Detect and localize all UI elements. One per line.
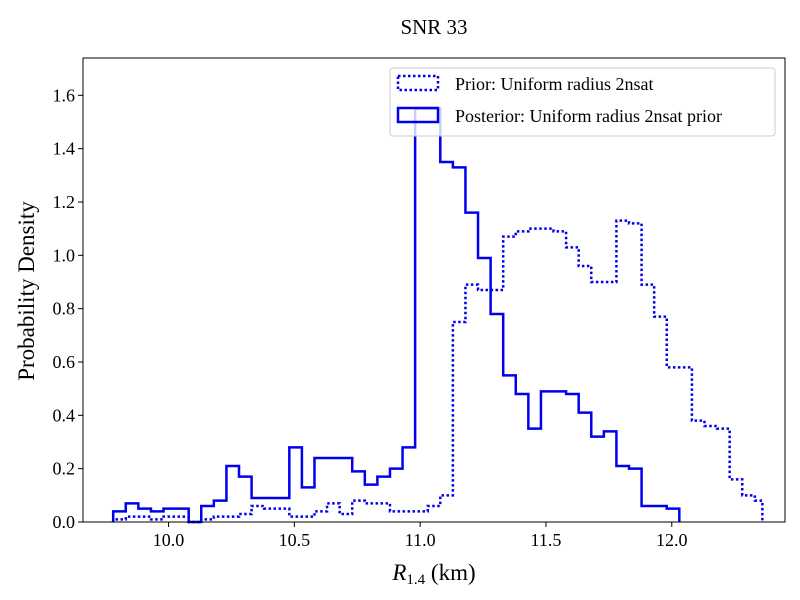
y-tick-label: 0.8: [53, 299, 76, 319]
prior-step-line: [111, 219, 764, 524]
y-axis-label: Probability Density: [14, 201, 39, 381]
y-tick-label: 1.6: [53, 85, 76, 105]
x-axis: 10.0 10.5 11.0 11.5 12.0: [153, 522, 688, 550]
x-axis-label-subscript: 1.4: [406, 572, 425, 588]
plot-frame: [82, 57, 786, 523]
legend-label-prior: Prior: Uniform radius 2nsat: [455, 74, 653, 94]
posterior-step-line: [111, 107, 681, 524]
x-tick-label: 10.5: [279, 530, 311, 550]
legend-swatch-posterior: [396, 106, 440, 124]
x-tick-label: 10.0: [153, 530, 185, 550]
legend-box: [389, 67, 776, 137]
legend-label-posterior: Posterior: Uniform radius 2nsat prior: [455, 106, 722, 126]
y-tick-label: 0.4: [53, 405, 76, 425]
y-tick-label: 1.0: [53, 245, 76, 265]
y-tick-label: 1.4: [53, 139, 76, 159]
x-tick-label: 12.0: [656, 530, 688, 550]
x-tick-label: 11.0: [405, 530, 436, 550]
x-axis-label: R1.4 (km): [391, 560, 475, 588]
x-axis-label-symbol: R: [391, 560, 406, 585]
y-tick-label: 0.2: [53, 459, 76, 479]
y-axis: 0.0 0.2 0.4 0.6 0.8 1.0 1.2 1.4 1.6: [53, 85, 83, 532]
y-tick-label: 0.6: [53, 352, 76, 372]
legend-swatch-prior: [396, 74, 440, 92]
plot-area: [111, 107, 764, 524]
y-tick-label: 0.0: [53, 512, 76, 532]
y-tick-label: 1.2: [53, 192, 76, 212]
x-tick-label: 11.5: [531, 530, 562, 550]
chart-title: SNR 33: [400, 15, 467, 39]
legend: Prior: Uniform radius 2nsat Posterior: U…: [389, 67, 776, 137]
x-axis-label-unit: (km): [425, 560, 475, 585]
